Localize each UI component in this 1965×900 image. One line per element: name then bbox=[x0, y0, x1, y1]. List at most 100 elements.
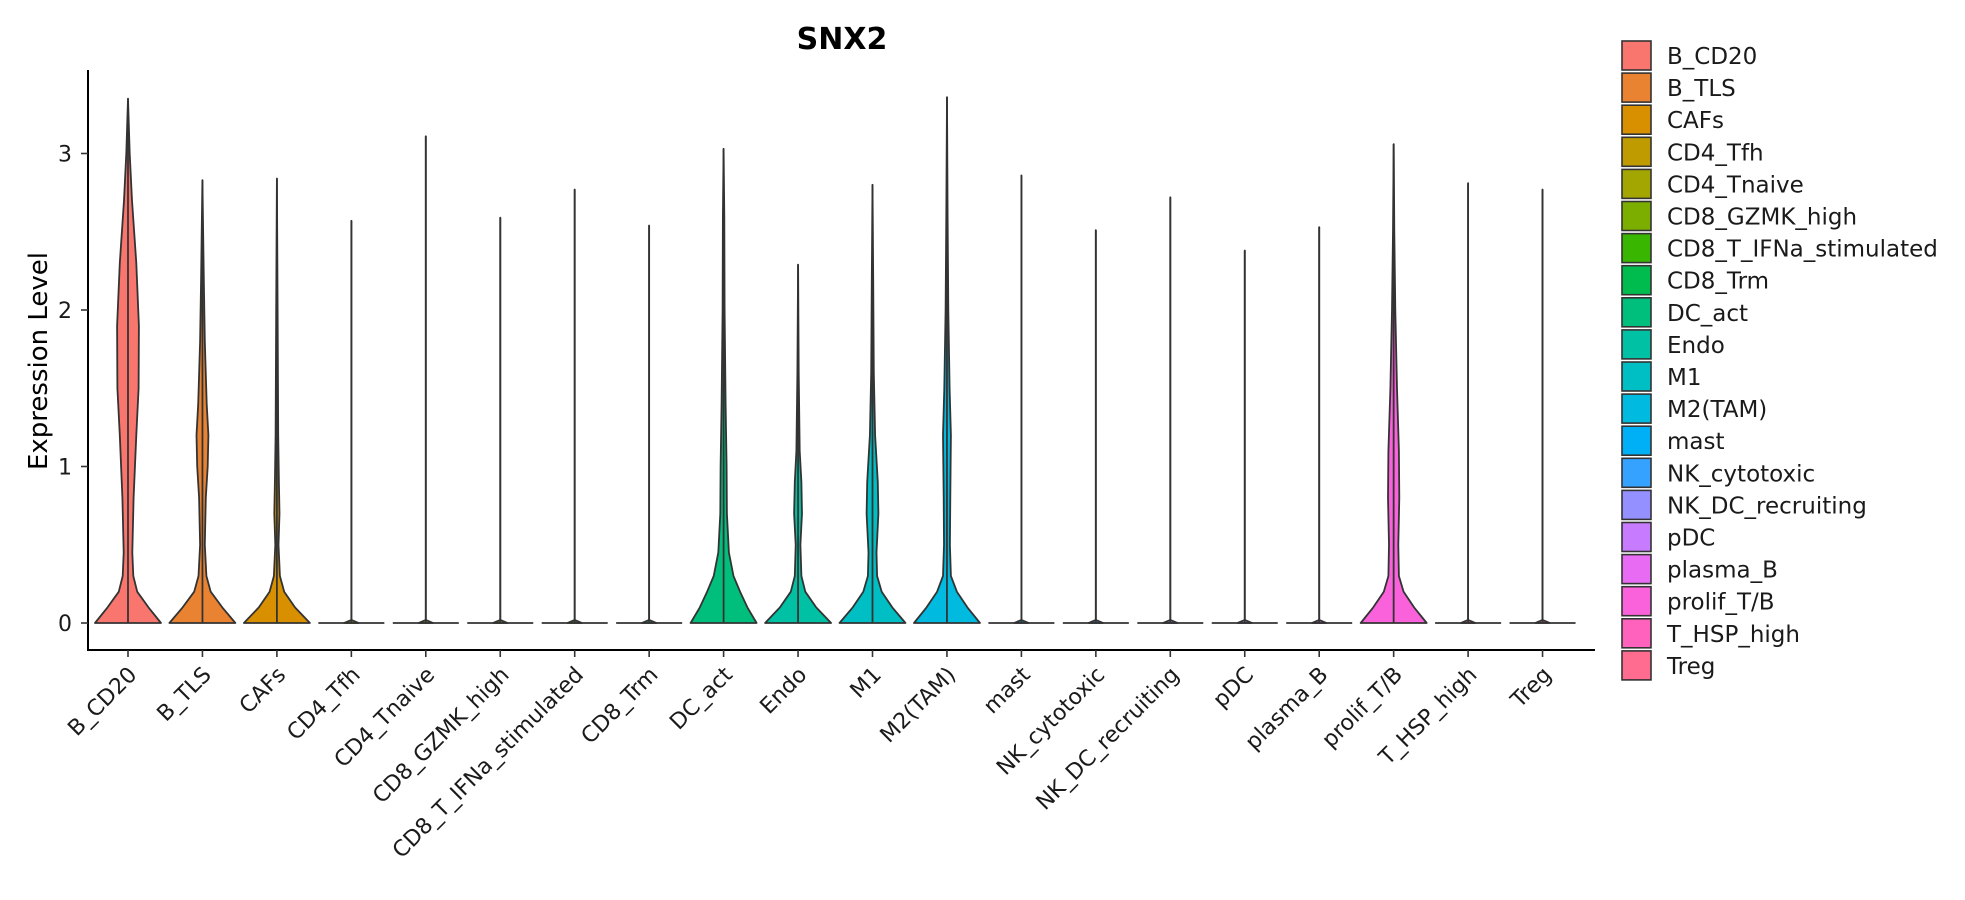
legend-swatch bbox=[1621, 329, 1652, 360]
legend-label: prolif_T/B bbox=[1667, 590, 1775, 616]
legend-swatch bbox=[1621, 168, 1652, 200]
x-tick-label: M2(TAM) bbox=[876, 663, 961, 748]
legend-swatch bbox=[1621, 232, 1652, 264]
legend-swatch bbox=[1621, 72, 1652, 103]
violin-group bbox=[689, 147, 758, 624]
y-tick-label: 2 bbox=[58, 299, 72, 324]
legend-swatch bbox=[1621, 393, 1652, 424]
legend-swatch bbox=[1621, 553, 1652, 585]
violin-group bbox=[541, 188, 608, 624]
x-tick-label: CAFs bbox=[235, 663, 291, 719]
violin-group bbox=[94, 97, 162, 624]
legend-swatch bbox=[1621, 650, 1652, 681]
legend-label: CD4_Tfh bbox=[1667, 140, 1764, 166]
violin-group bbox=[1211, 249, 1278, 624]
legend-item: Endo bbox=[1621, 329, 1725, 360]
legend-item: NK_DC_recruiting bbox=[1621, 489, 1867, 521]
legend-swatch bbox=[1621, 264, 1652, 296]
x-tick-label: mast bbox=[979, 662, 1036, 719]
legend-swatch bbox=[1621, 200, 1652, 232]
legend-swatch bbox=[1621, 617, 1652, 649]
legend-item: NK_cytotoxic bbox=[1621, 457, 1815, 489]
violin-group bbox=[168, 179, 237, 624]
legend-swatch bbox=[1621, 457, 1652, 489]
chart-title: SNX2 bbox=[797, 22, 888, 57]
legend-item: CD4_Tnaive bbox=[1621, 168, 1804, 200]
legend: B_CD20 B_TLS CAFs CD4_Tfh CD4_Tnaive CD8_GZMK… bbox=[1621, 40, 1938, 681]
x-tick-label: CD8_GZMK_high bbox=[368, 663, 514, 809]
violin-group bbox=[1359, 143, 1428, 624]
legend-label: B_CD20 bbox=[1667, 44, 1757, 70]
legend-label: Treg bbox=[1666, 654, 1715, 680]
legend-label: B_TLS bbox=[1667, 76, 1736, 102]
y-tick-label: 1 bbox=[58, 456, 72, 481]
legend-swatch bbox=[1621, 136, 1652, 168]
violin-group bbox=[467, 216, 534, 624]
violin-group bbox=[988, 174, 1055, 624]
x-tick-label: DC_act bbox=[665, 662, 738, 735]
violin-group bbox=[1509, 188, 1576, 624]
x-tick-label: B_CD20 bbox=[63, 663, 142, 742]
legend-item: CD4_Tfh bbox=[1621, 136, 1764, 168]
violin-group bbox=[243, 177, 311, 624]
x-tick-label: Treg bbox=[1506, 663, 1557, 714]
legend-item: CD8_T_IFNa_stimulated bbox=[1621, 232, 1938, 264]
legend-item: CD8_Trm bbox=[1621, 264, 1769, 296]
y-tick-label: 3 bbox=[58, 143, 72, 168]
x-axis-ticks: B_CD20 B_TLS CAFsCD4_TfhCD4_TnaiveCD8_GZMK… bbox=[63, 650, 1557, 863]
legend-item: CD8_GZMK_high bbox=[1621, 200, 1857, 232]
violin-group bbox=[392, 135, 459, 624]
x-tick-label: B_TLS bbox=[153, 663, 217, 727]
legend-item: plasma_B bbox=[1621, 553, 1778, 585]
legend-label: NK_cytotoxic bbox=[1667, 461, 1815, 487]
violin-group bbox=[913, 96, 981, 624]
legend-label: CD8_T_IFNa_stimulated bbox=[1667, 237, 1938, 263]
legend-item: mast bbox=[1621, 425, 1725, 457]
y-axis-label: Expression Level bbox=[24, 252, 54, 470]
legend-label: M2(TAM) bbox=[1667, 397, 1767, 423]
legend-swatch bbox=[1621, 40, 1652, 71]
legend-item: prolif_T/B bbox=[1621, 585, 1775, 617]
legend-swatch bbox=[1621, 425, 1652, 457]
legend-swatch bbox=[1621, 585, 1652, 617]
legend-label: NK_DC_recruiting bbox=[1667, 493, 1867, 519]
y-tick-label: 0 bbox=[58, 612, 72, 637]
violin-group bbox=[1286, 226, 1353, 624]
legend-swatch bbox=[1621, 521, 1652, 553]
legend-swatch bbox=[1621, 104, 1652, 135]
legend-label: M1 bbox=[1667, 365, 1701, 391]
legend-label: DC_act bbox=[1667, 301, 1748, 327]
legend-label: Endo bbox=[1667, 333, 1725, 359]
violin-group bbox=[1137, 196, 1204, 624]
violin-group bbox=[318, 219, 385, 624]
legend-label: T_HSP_high bbox=[1666, 622, 1800, 648]
legend-swatch bbox=[1621, 361, 1652, 392]
legend-item: M2(TAM) bbox=[1621, 393, 1767, 424]
legend-swatch bbox=[1621, 489, 1652, 521]
x-tick-label: pDC bbox=[1209, 663, 1259, 713]
axes bbox=[87, 70, 1595, 651]
legend-label: plasma_B bbox=[1667, 558, 1778, 584]
legend-item: CAFs bbox=[1621, 104, 1724, 135]
violin-group bbox=[838, 183, 907, 624]
legend-swatch bbox=[1621, 296, 1652, 328]
legend-label: CD8_GZMK_high bbox=[1667, 205, 1857, 231]
legend-item: B_CD20 bbox=[1621, 40, 1757, 71]
legend-item: M1 bbox=[1621, 361, 1701, 392]
y-axis-ticks: 0 1 2 3 bbox=[58, 143, 88, 637]
violin-group bbox=[616, 224, 683, 624]
violin-layer bbox=[94, 96, 1576, 624]
legend-item: DC_act bbox=[1621, 296, 1748, 328]
legend-label: CD8_Trm bbox=[1667, 269, 1769, 295]
legend-label: mast bbox=[1667, 429, 1725, 455]
x-tick-label: Endo bbox=[756, 663, 813, 720]
violin-group bbox=[1435, 182, 1502, 624]
legend-item: B_TLS bbox=[1621, 72, 1736, 103]
x-tick-label: M1 bbox=[846, 663, 887, 704]
x-tick-label: CD8_Trm bbox=[577, 663, 664, 750]
legend-label: CAFs bbox=[1667, 108, 1724, 134]
legend-label: CD4_Tnaive bbox=[1667, 172, 1804, 198]
legend-item: pDC bbox=[1621, 521, 1715, 553]
legend-item: Treg bbox=[1621, 650, 1715, 681]
